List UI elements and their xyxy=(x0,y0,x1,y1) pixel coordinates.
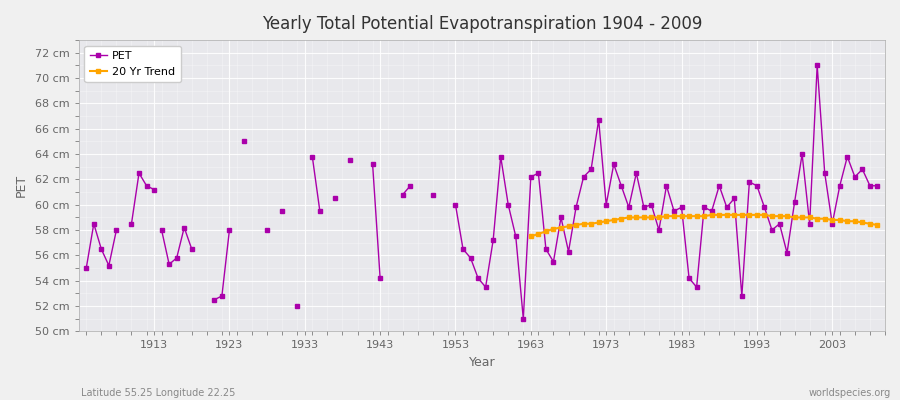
Legend: PET, 20 Yr Trend: PET, 20 Yr Trend xyxy=(85,46,181,82)
20 Yr Trend xyxy=(706,212,717,217)
20 Yr Trend xyxy=(827,218,838,222)
20 Yr Trend xyxy=(805,215,815,220)
20 Yr Trend xyxy=(526,234,536,239)
20 Yr Trend xyxy=(872,223,883,228)
20 Yr Trend xyxy=(857,220,868,225)
20 Yr Trend xyxy=(767,214,778,218)
20 Yr Trend xyxy=(578,221,589,226)
20 Yr Trend xyxy=(850,219,860,224)
20 Yr Trend xyxy=(541,229,552,234)
20 Yr Trend xyxy=(842,219,852,224)
20 Yr Trend xyxy=(638,215,649,220)
20 Yr Trend xyxy=(752,212,762,217)
20 Yr Trend xyxy=(601,219,612,224)
Text: worldspecies.org: worldspecies.org xyxy=(809,388,891,398)
20 Yr Trend xyxy=(729,212,740,217)
20 Yr Trend xyxy=(676,214,687,218)
20 Yr Trend xyxy=(759,212,769,217)
20 Yr Trend xyxy=(744,212,755,217)
PET xyxy=(88,221,99,226)
20 Yr Trend xyxy=(819,216,830,221)
20 Yr Trend xyxy=(698,214,709,218)
PET xyxy=(96,247,107,252)
20 Yr Trend xyxy=(714,212,724,217)
Text: Latitude 55.25 Longitude 22.25: Latitude 55.25 Longitude 22.25 xyxy=(81,388,236,398)
20 Yr Trend xyxy=(555,225,566,230)
20 Yr Trend xyxy=(684,214,695,218)
20 Yr Trend xyxy=(789,215,800,220)
20 Yr Trend xyxy=(774,214,785,218)
20 Yr Trend xyxy=(548,226,559,231)
20 Yr Trend xyxy=(662,214,672,218)
20 Yr Trend xyxy=(736,212,747,217)
20 Yr Trend xyxy=(669,214,680,218)
20 Yr Trend xyxy=(571,223,581,228)
Title: Yearly Total Potential Evapotranspiration 1904 - 2009: Yearly Total Potential Evapotranspiratio… xyxy=(262,15,702,33)
20 Yr Trend xyxy=(812,216,823,221)
20 Yr Trend xyxy=(563,224,574,229)
20 Yr Trend xyxy=(586,221,597,226)
PET xyxy=(104,263,114,268)
20 Yr Trend xyxy=(865,221,876,226)
20 Yr Trend xyxy=(646,215,657,220)
PET xyxy=(111,228,122,232)
20 Yr Trend xyxy=(608,218,619,222)
20 Yr Trend xyxy=(781,214,792,218)
20 Yr Trend xyxy=(722,212,733,217)
Line: 20 Yr Trend: 20 Yr Trend xyxy=(529,213,879,238)
X-axis label: Year: Year xyxy=(469,356,495,369)
20 Yr Trend xyxy=(796,215,807,220)
Y-axis label: PET: PET xyxy=(15,174,28,197)
20 Yr Trend xyxy=(616,216,626,221)
20 Yr Trend xyxy=(624,215,634,220)
20 Yr Trend xyxy=(653,215,664,220)
20 Yr Trend xyxy=(533,232,544,236)
20 Yr Trend xyxy=(834,218,845,222)
20 Yr Trend xyxy=(631,215,642,220)
20 Yr Trend xyxy=(691,214,702,218)
PET xyxy=(81,266,92,270)
Line: PET: PET xyxy=(85,222,118,270)
20 Yr Trend xyxy=(593,220,604,225)
